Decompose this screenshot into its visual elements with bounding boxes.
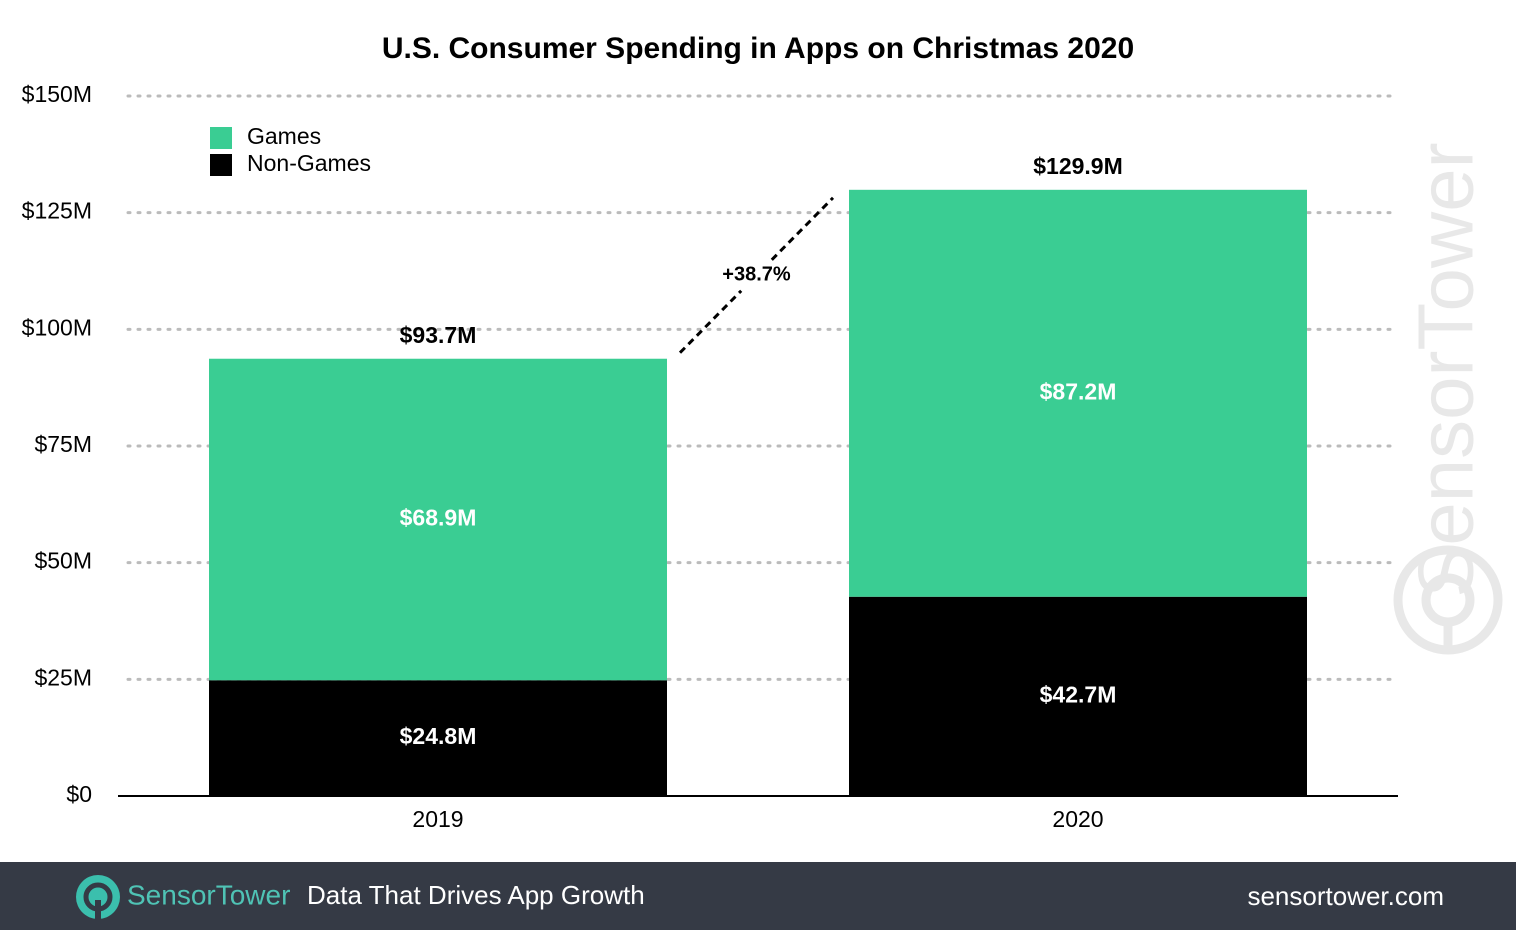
y-tick-label: $125M xyxy=(22,198,92,224)
legend-label: Games xyxy=(247,123,321,149)
y-tick-label: $25M xyxy=(34,664,92,690)
total-label: $93.7M xyxy=(400,322,477,348)
footer-tagline: Data That Drives App Growth xyxy=(307,880,645,910)
footer-url: sensortower.com xyxy=(1247,881,1444,911)
legend-swatch xyxy=(210,127,232,149)
footer-brand: SensorTower xyxy=(127,879,290,910)
y-tick-label: $75M xyxy=(34,431,92,457)
growth-annotation: +38.7% xyxy=(722,264,791,286)
value-label: $24.8M xyxy=(400,723,477,749)
footer-bar xyxy=(0,862,1516,930)
chart-title: U.S. Consumer Spending in Apps on Christ… xyxy=(382,32,1134,65)
bar-segment xyxy=(849,189,1307,597)
x-tick-label: 2019 xyxy=(412,806,463,832)
watermark: SensorTower xyxy=(1402,142,1490,597)
legend-label: Non-Games xyxy=(247,150,371,176)
total-label: $129.9M xyxy=(1033,153,1123,179)
footer-logo xyxy=(76,875,120,920)
y-tick-label: $150M xyxy=(22,81,92,107)
growth-line xyxy=(770,196,835,261)
bar-segment xyxy=(209,358,667,681)
x-tick-label: 2020 xyxy=(1052,806,1103,832)
bar-segment xyxy=(849,596,1307,796)
value-label: $87.2M xyxy=(1040,378,1117,404)
y-tick-label: $100M xyxy=(22,314,92,340)
y-tick-label: $0 xyxy=(66,781,92,807)
watermark-logo xyxy=(1393,545,1503,655)
bar-segment xyxy=(209,680,667,796)
y-tick-label: $50M xyxy=(34,548,92,574)
value-label: $42.7M xyxy=(1040,681,1117,707)
growth-line xyxy=(678,289,743,354)
legend-swatch xyxy=(210,154,232,176)
value-label: $68.9M xyxy=(400,505,477,531)
